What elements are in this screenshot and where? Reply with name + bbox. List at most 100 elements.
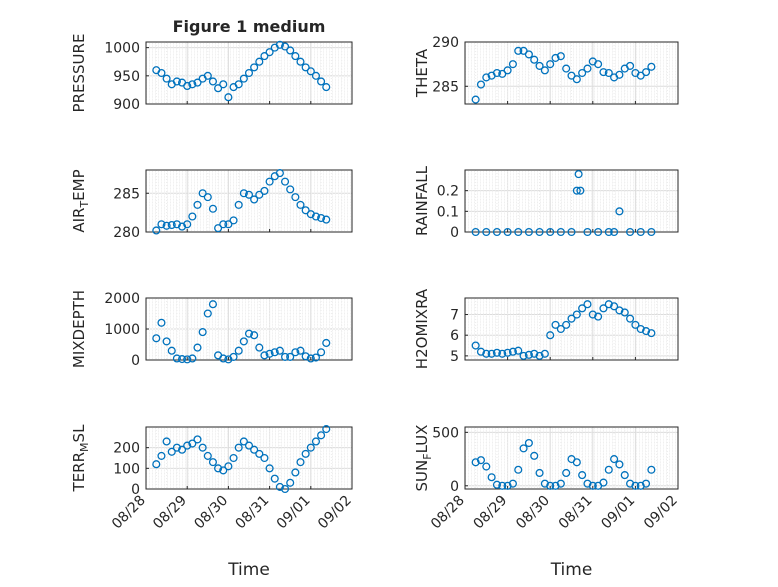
data-point: [574, 170, 583, 179]
y-tick-label: 0: [131, 482, 140, 498]
data-point: [203, 71, 212, 80]
data-point: [198, 189, 207, 198]
data-point: [234, 346, 243, 355]
data-point: [647, 62, 656, 71]
y-tick-label: 900: [113, 97, 140, 113]
y-tick-label: 0: [450, 225, 459, 241]
data-point: [296, 57, 305, 66]
x-tick-label: 09/01: [598, 493, 638, 533]
data-point: [476, 80, 486, 89]
data-point: [198, 328, 207, 337]
data-point: [203, 451, 212, 460]
data-point: [556, 227, 565, 237]
data-point: [492, 68, 502, 78]
data-point: [172, 77, 181, 86]
axes-sun_flux: 0 500 08/28 08/29 08/30 08/31 09/01 09/02 SUNFLU…: [413, 425, 681, 580]
y-axis-label: THETA: [413, 48, 431, 98]
data-point: [599, 68, 608, 77]
data-point: [291, 348, 300, 357]
data-point: [183, 355, 192, 364]
data-point: [647, 329, 656, 338]
data-point: [162, 437, 171, 446]
data-point: [487, 473, 496, 482]
data-point: [487, 349, 496, 358]
y-tick-label: 100: [113, 461, 140, 477]
data-point: [291, 468, 300, 477]
data-point: [636, 324, 645, 334]
y-tick-label: 1000: [104, 322, 140, 338]
data-point: [626, 61, 635, 70]
data-point: [214, 464, 223, 473]
data-point: [301, 449, 310, 458]
y-tick-label: 280: [113, 225, 140, 241]
y-tick-label: 200: [113, 441, 140, 457]
data-point: [157, 451, 166, 460]
data-point: [641, 479, 651, 488]
data-point: [626, 479, 635, 488]
data-point: [631, 481, 640, 490]
y-tick-label: 0: [131, 353, 140, 369]
data-point: [157, 68, 166, 78]
data-point: [594, 227, 603, 237]
data-point: [530, 451, 539, 460]
data-point: [311, 71, 321, 80]
data-point: [260, 186, 269, 195]
data-point: [471, 95, 480, 104]
data-point: [280, 484, 290, 494]
x-tick-label: 09/02: [315, 493, 355, 533]
data-point: [203, 309, 212, 318]
data-point: [514, 227, 523, 237]
data-point: [311, 437, 321, 446]
y-tick-label: 285: [432, 79, 459, 95]
data-point: [219, 80, 228, 89]
data-point: [615, 460, 624, 469]
data-point: [193, 78, 202, 87]
data-point: [255, 57, 264, 66]
data-point: [503, 66, 512, 75]
data-point: [260, 351, 269, 360]
data-point: [576, 186, 585, 195]
data-point: [172, 443, 181, 452]
data-point: [224, 462, 233, 471]
data-point: [167, 220, 176, 230]
data-point: [530, 349, 539, 358]
y-axis-label: MIXDEPTH: [70, 290, 88, 368]
y-tick-label: 2000: [104, 291, 140, 307]
data-point: [508, 347, 517, 356]
data-point: [280, 177, 290, 186]
data-point: [594, 60, 603, 69]
data-point: [322, 338, 331, 348]
data-point: [265, 48, 274, 57]
y-tick-label: 0.1: [437, 204, 459, 220]
data-point: [234, 443, 243, 452]
data-point: [265, 349, 274, 358]
data-point: [322, 425, 331, 434]
data-point: [626, 227, 635, 237]
y-axis-label: TERRMSL: [70, 424, 91, 493]
data-point: [229, 216, 238, 225]
axes-box: [145, 169, 353, 233]
data-point: [471, 341, 480, 350]
data-point: [551, 320, 560, 329]
data-point: [546, 60, 555, 69]
axes-h2omixra: 5 6 7 H2OMIXRA: [413, 288, 679, 369]
data-point: [588, 481, 597, 490]
x-tick-label: 08/30: [191, 493, 231, 533]
data-point: [556, 324, 565, 334]
axes-rainfall: 0 0.1 0.2 RAINFALL: [413, 165, 679, 241]
data-point: [183, 441, 192, 450]
data-point: [530, 55, 539, 64]
data-point: [492, 480, 502, 489]
data-point: [476, 347, 486, 356]
data-point: [162, 221, 171, 230]
data-point: [244, 329, 254, 338]
y-tick-label: 0.2: [437, 184, 459, 200]
data-point: [188, 439, 197, 448]
data-point: [275, 482, 284, 491]
data-point: [524, 350, 533, 359]
data-point: [503, 348, 512, 357]
data-point: [476, 456, 486, 465]
data-point: [482, 227, 491, 237]
